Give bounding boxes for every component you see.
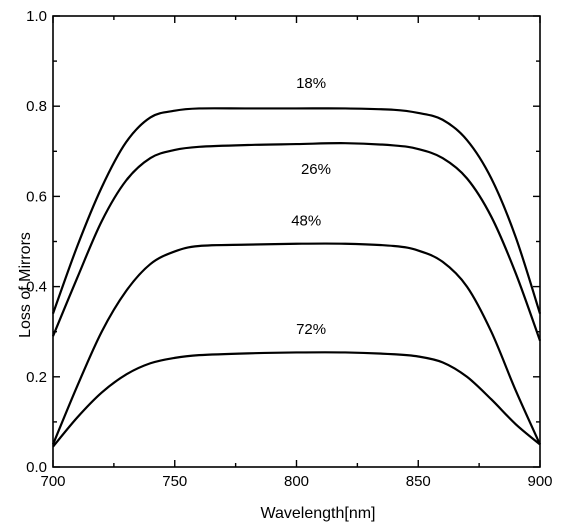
series-label: 26%	[301, 161, 331, 178]
x-tick-label: 700	[40, 473, 65, 490]
x-tick-label: 850	[406, 473, 431, 490]
y-tick-label: 0.0	[26, 459, 47, 476]
series-line	[51, 107, 542, 315]
series-line	[51, 142, 542, 342]
series-line	[51, 242, 542, 445]
series-label: 48%	[291, 213, 321, 230]
curve-labels: 18% 26% 48% 72%	[291, 75, 331, 338]
x-axis-title: Wavelength[nm]	[260, 505, 375, 522]
x-tick-label: 750	[162, 473, 187, 490]
y-axis: 0.0 0.2 0.4 0.6 0.8 1.0	[26, 8, 540, 476]
y-tick-label: 0.6	[26, 188, 47, 205]
series-label: 18%	[296, 75, 326, 92]
y-axis-title: Loss of Mirrors	[17, 232, 34, 338]
y-tick-label: 0.8	[26, 98, 47, 115]
series-label: 72%	[296, 321, 326, 338]
y-tick-label: 1.0	[26, 8, 47, 25]
x-axis: 700 750 800 850 900	[40, 16, 553, 490]
y-tick-label: 0.4	[26, 279, 47, 296]
y-tick-label: 0.2	[26, 369, 47, 386]
x-tick-label: 900	[527, 473, 552, 490]
series-line	[52, 351, 541, 448]
series-group	[51, 107, 542, 448]
x-tick-label: 800	[284, 473, 309, 490]
